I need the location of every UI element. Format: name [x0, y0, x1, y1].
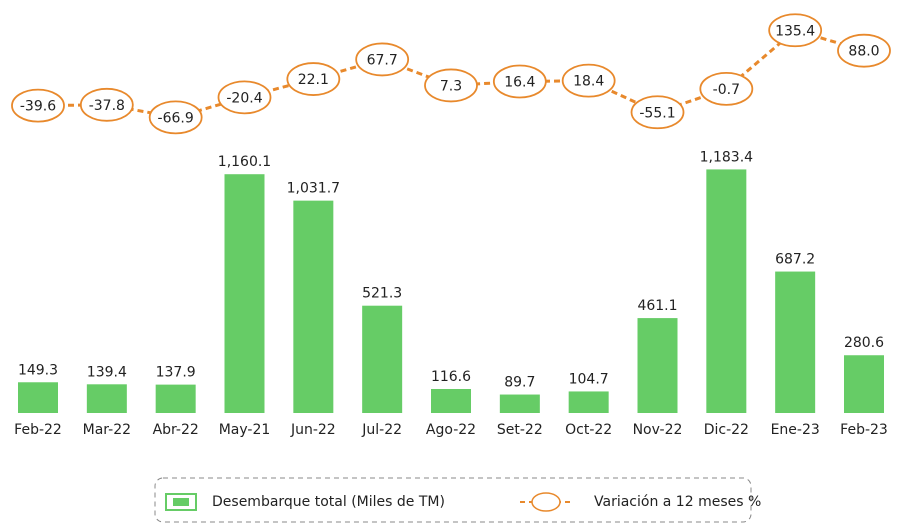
variation-marker — [79, 87, 134, 122]
x-tick-label: Nov-22 — [633, 422, 683, 438]
x-tick-label: Feb-22 — [14, 422, 62, 438]
variation-marker — [630, 95, 685, 130]
variation-value-label: -20.4 — [226, 90, 262, 106]
bar — [499, 394, 540, 413]
variation-marker — [424, 68, 478, 103]
bar-value-label: 137.9 — [156, 365, 196, 381]
bar-value-label: 521.3 — [362, 286, 402, 302]
variation-marker — [11, 88, 65, 123]
bar — [844, 355, 884, 413]
variation-marker — [355, 42, 410, 77]
bar — [18, 382, 58, 413]
bar-value-label: 104.7 — [569, 371, 609, 387]
variation-value-label: 135.4 — [775, 23, 815, 39]
legend-label: Variación a 12 meses % — [594, 494, 761, 510]
x-tick-label: May-21 — [219, 422, 271, 438]
x-tick-label: Ago-22 — [426, 422, 476, 438]
variation-value-label: 16.4 — [504, 75, 535, 91]
variation-marker — [768, 13, 823, 48]
x-tick-label: Dic-22 — [704, 422, 749, 438]
bar-value-label: 461.1 — [637, 298, 677, 314]
x-tick-label: Oct-22 — [565, 422, 612, 438]
variation-value-label: -66.9 — [158, 110, 194, 126]
x-tick-label: Mar-22 — [83, 422, 131, 438]
bar — [775, 271, 816, 413]
variation-value-label: 88.0 — [848, 44, 879, 60]
bar-value-label: 1,031.7 — [287, 181, 340, 197]
bar-value-label: 1,160.1 — [218, 154, 271, 170]
x-tick-label: Set-22 — [497, 422, 543, 438]
x-tick-label: Feb-23 — [840, 422, 888, 438]
variation-marker — [492, 64, 547, 99]
variation-value-label: -55.1 — [639, 105, 675, 121]
legend-line-marker — [531, 492, 561, 512]
variation-marker — [561, 63, 616, 98]
variation-value-label: -37.8 — [89, 98, 125, 114]
legend-box — [154, 477, 752, 523]
x-tick-label: Ene-23 — [771, 422, 820, 438]
legend-label: Desembarque total (Miles de TM) — [212, 494, 445, 510]
variation-value-label: 67.7 — [367, 52, 398, 68]
bar — [155, 384, 196, 413]
variation-value-label: 22.1 — [298, 72, 329, 88]
bar — [86, 384, 127, 413]
variation-marker — [699, 71, 754, 106]
bar-value-label: 149.3 — [18, 362, 58, 378]
variation-marker — [837, 33, 891, 68]
bar-value-label: 687.2 — [775, 252, 815, 268]
variation-marker — [286, 62, 341, 96]
variation-value-label: 18.4 — [573, 74, 604, 90]
bar-value-label: 139.4 — [87, 364, 127, 380]
x-tick-label: Jul-22 — [361, 422, 402, 438]
bar — [431, 388, 471, 413]
variation-marker — [217, 80, 272, 115]
bar — [293, 200, 334, 413]
bar-value-label: 89.7 — [504, 375, 535, 391]
variation-marker — [148, 100, 203, 135]
x-tick-label: Jun-22 — [290, 422, 336, 438]
bar — [706, 169, 747, 413]
variation-value-label: 7.3 — [440, 78, 462, 94]
bar-value-label: 116.6 — [431, 369, 471, 385]
variation-value-label: -39.6 — [20, 99, 56, 115]
x-tick-label: Abr-22 — [153, 422, 199, 438]
bar-value-label: 1,183.4 — [700, 149, 754, 165]
bar — [362, 305, 403, 413]
legend-bar-icon-fill — [173, 498, 189, 506]
bar — [637, 318, 678, 413]
variation-value-label: -0.7 — [713, 82, 740, 98]
bar — [568, 391, 609, 413]
bar — [224, 174, 265, 413]
bar-value-label: 280.6 — [844, 335, 884, 351]
